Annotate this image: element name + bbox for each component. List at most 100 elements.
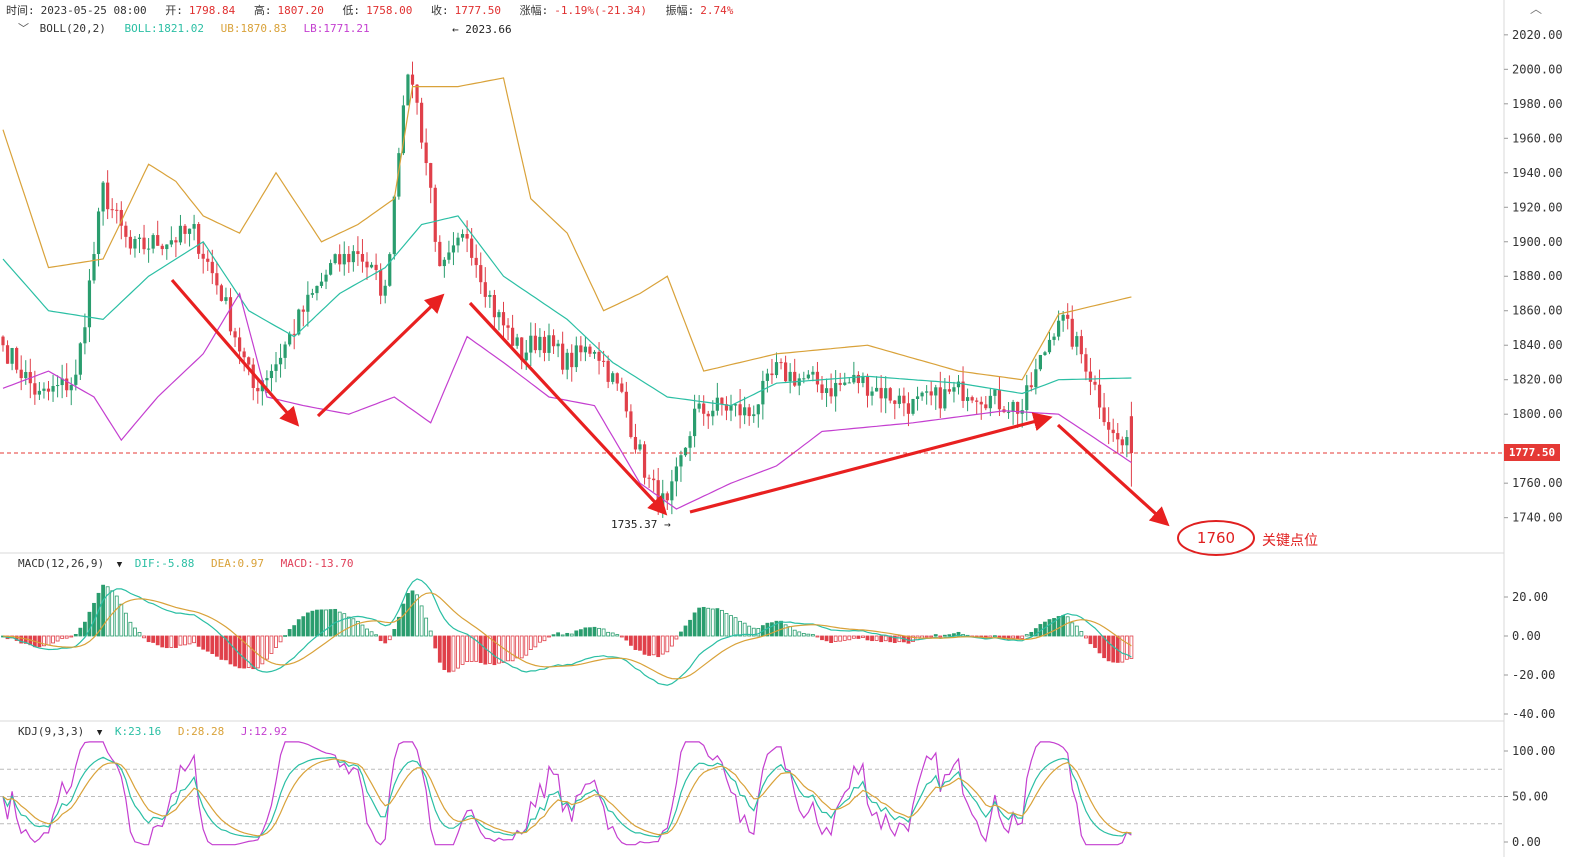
candle [165, 244, 169, 260]
macd-bar [669, 635, 674, 647]
macd-bar [469, 635, 474, 662]
macd-bar [255, 635, 260, 669]
macd-bar [137, 632, 142, 637]
candle [319, 272, 324, 289]
candle [888, 386, 892, 404]
candle [752, 405, 756, 423]
candle [456, 232, 460, 253]
key-level-ellipse [1177, 520, 1255, 556]
macd-bar [55, 635, 60, 642]
macd-bar [1124, 635, 1129, 660]
macd-bar [801, 633, 806, 637]
macd-bar [246, 635, 251, 668]
candle [1111, 418, 1115, 442]
candle [551, 329, 556, 354]
candle [1016, 401, 1020, 428]
candle [870, 386, 874, 406]
collapse-chevron-icon[interactable]: ﹀ [18, 22, 29, 35]
trend-arrow [1056, 423, 1170, 527]
candle [37, 381, 41, 401]
candle [415, 84, 419, 115]
candle [683, 447, 688, 457]
macd-bar [60, 635, 65, 639]
candle [565, 348, 569, 380]
macd-bar [37, 635, 42, 648]
candlestick-series [1, 61, 1133, 518]
candle [429, 162, 433, 204]
boll-legend[interactable]: ﹀ BOLL(20,2) BOLL:1821.02 UB:1870.83 LB:… [18, 22, 370, 36]
macd-bar [715, 608, 720, 637]
macd-bar [269, 635, 274, 654]
macd-bar [169, 635, 174, 648]
macd-bar [569, 633, 574, 637]
macd-bar [638, 635, 642, 651]
candle [706, 410, 710, 429]
macd-bar [742, 622, 747, 637]
macd-bar [73, 634, 78, 637]
candle [529, 322, 533, 367]
candle [693, 394, 697, 448]
candle [652, 469, 656, 492]
macd-bar [879, 635, 884, 643]
macd-bar [519, 635, 524, 659]
macd-bar [187, 635, 192, 645]
candle [42, 382, 46, 399]
candle [756, 404, 760, 428]
header-close: 1777.50 [454, 4, 502, 17]
macd-bar [196, 635, 201, 647]
macd-bar [942, 634, 947, 637]
candle [1093, 375, 1097, 391]
candle [547, 323, 551, 361]
macd-bar [892, 635, 897, 644]
macd-bar [274, 635, 278, 648]
candle [647, 474, 651, 489]
candle [247, 356, 251, 376]
macd-bar [474, 635, 479, 662]
macd-bar [456, 635, 460, 669]
candle [174, 236, 178, 258]
macd-bar [1102, 635, 1106, 659]
candle [306, 281, 310, 327]
macd-bar [155, 635, 160, 646]
candle [697, 395, 701, 413]
scroll-up-icon[interactable]: ︿ [1530, 2, 1543, 16]
macd-bar [538, 635, 542, 643]
candle [897, 388, 901, 409]
macd-bar [556, 632, 560, 637]
macd-bar [588, 627, 592, 637]
dropdown-caret-icon[interactable]: ▼ [96, 728, 103, 738]
candle [274, 352, 278, 383]
macd-bar [392, 629, 397, 637]
macd-bar [51, 635, 55, 644]
candle [511, 314, 515, 347]
candle [365, 252, 369, 280]
candle [24, 360, 28, 385]
candle [74, 359, 78, 391]
low-marker: 1735.37 → [611, 518, 671, 531]
macd-legend[interactable]: MACD(12,26,9) ▼ DIF:-5.88 DEA:0.97 MACD:… [18, 557, 353, 572]
candle [611, 371, 615, 385]
candle [606, 355, 610, 389]
candle [956, 375, 961, 395]
candle [642, 441, 647, 485]
macd-bar [651, 635, 656, 656]
macd-bar [287, 629, 292, 637]
kdj-d-value: D:28.28 [177, 725, 225, 738]
macd-bar [1084, 635, 1088, 639]
candle [65, 363, 69, 398]
macd-bar [820, 635, 824, 641]
candle [875, 376, 879, 392]
macd-bar [770, 622, 774, 637]
kdj-legend[interactable]: KDJ(9,3,3) ▼ K:23.16 D:28.28 J:12.92 [18, 725, 287, 740]
macd-bar [560, 634, 565, 637]
candle [356, 236, 360, 266]
macd-bar [1106, 635, 1111, 662]
dropdown-caret-icon[interactable]: ▼ [116, 560, 123, 570]
macd-bar [615, 634, 620, 637]
macd-bar [1056, 616, 1061, 637]
macd-bar [64, 635, 69, 639]
candle [83, 313, 87, 355]
candle [570, 344, 574, 382]
macd-bar [756, 628, 761, 637]
